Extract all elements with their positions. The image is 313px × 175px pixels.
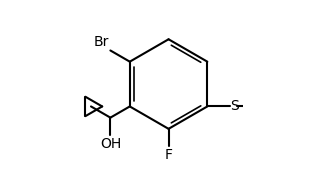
Text: S: S (231, 99, 239, 113)
Text: Br: Br (93, 35, 109, 49)
Text: F: F (165, 148, 172, 162)
Text: OH: OH (100, 136, 121, 150)
